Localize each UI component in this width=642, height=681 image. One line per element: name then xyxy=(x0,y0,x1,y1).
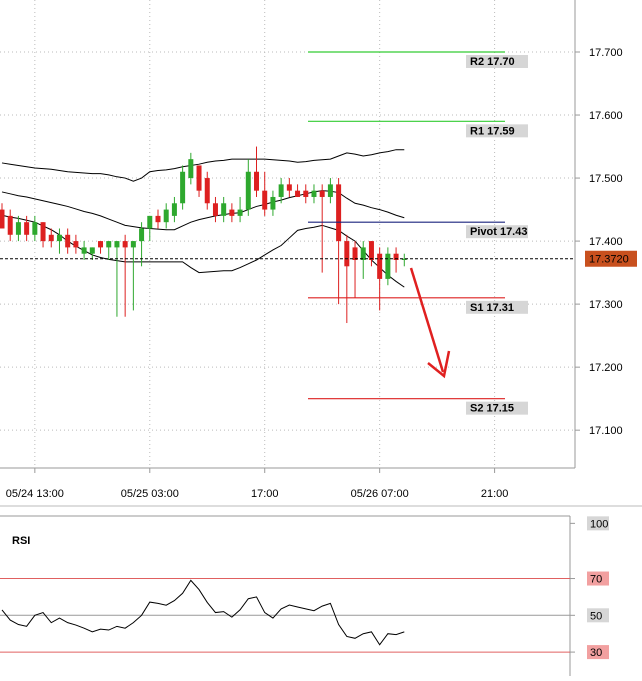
x-tick-label: 05/26 07:00 xyxy=(351,488,409,500)
y-tick-label: 17.600 xyxy=(589,110,623,122)
candle-body xyxy=(188,159,194,179)
candle-body xyxy=(368,241,374,260)
y-tick-label: 17.500 xyxy=(589,173,623,185)
tick-label-box xyxy=(587,516,609,531)
candle-body xyxy=(254,171,260,191)
candle-body xyxy=(237,209,243,216)
y-tick-label: 30 xyxy=(590,647,602,659)
band-line xyxy=(1,149,405,182)
candle-body xyxy=(65,234,71,248)
pivot-label-box xyxy=(466,124,528,138)
candle-body xyxy=(401,258,407,260)
candle-body xyxy=(270,196,276,210)
candle-body xyxy=(24,222,30,235)
candle-body xyxy=(204,178,210,204)
candle-body xyxy=(393,253,399,260)
pivot-label: S1 17.31 xyxy=(470,302,514,314)
tick-label-box xyxy=(587,645,609,660)
pivot-label-box xyxy=(466,55,528,68)
candle-body xyxy=(155,215,161,223)
candle-body xyxy=(278,184,284,197)
candle-body xyxy=(262,190,268,210)
candle-body xyxy=(180,171,186,204)
y-tick-label: 50 xyxy=(590,610,602,622)
candle-body xyxy=(15,222,21,235)
pivot-label-box xyxy=(466,300,528,314)
pivot-label: Pivot 17.43 xyxy=(470,226,527,238)
candle-body xyxy=(319,190,325,197)
tick-label-box xyxy=(587,608,609,623)
candle-body xyxy=(73,241,79,248)
pivot-label-box xyxy=(466,225,528,239)
candle-body xyxy=(295,190,301,197)
last-price-label: 17.3720 xyxy=(589,254,629,266)
candle-body xyxy=(89,247,95,254)
candle-body xyxy=(48,234,54,242)
y-tick-label: 17.200 xyxy=(589,362,623,374)
candle-body xyxy=(171,203,177,216)
candle-body xyxy=(122,241,128,248)
candle-body xyxy=(377,253,383,279)
forecast-arrow xyxy=(409,267,451,379)
candle-body xyxy=(221,203,227,216)
candle-body xyxy=(286,184,292,191)
candle-body xyxy=(130,241,136,248)
y-tick-label: 17.700 xyxy=(589,47,623,59)
tick-label-box xyxy=(587,571,609,586)
x-tick-label: 05/24 13:00 xyxy=(6,488,64,500)
candle-body xyxy=(344,241,350,267)
candle-body xyxy=(163,209,169,223)
x-tick-label: 21:00 xyxy=(481,488,509,500)
candle-body xyxy=(147,215,153,229)
candle-body xyxy=(245,171,251,210)
pivot-label: S2 17.15 xyxy=(470,403,514,415)
y-tick-label: 17.400 xyxy=(589,236,623,248)
candle-body xyxy=(303,190,309,197)
pivot-label: R2 17.70 xyxy=(470,56,515,68)
x-tick-label: 05/25 03:00 xyxy=(121,488,179,500)
candle-body xyxy=(360,247,366,260)
candle-body xyxy=(352,247,358,260)
candle-body xyxy=(114,241,120,248)
y-tick-label: 17.100 xyxy=(589,425,623,437)
x-tick-label: 17:00 xyxy=(251,488,279,500)
pivot-label: R1 17.59 xyxy=(470,125,515,137)
y-tick-label: 17.300 xyxy=(589,299,623,311)
candle-body xyxy=(212,203,218,216)
candle-body xyxy=(106,241,112,248)
candle-body xyxy=(336,184,342,242)
candle-body xyxy=(56,234,62,242)
candle-body xyxy=(311,190,317,197)
y-tick-label: 100 xyxy=(590,518,608,530)
y-tick-label: 70 xyxy=(590,574,602,586)
candle-body xyxy=(0,209,5,229)
candle-body xyxy=(327,184,333,197)
candle-body xyxy=(98,241,104,248)
pivot-label-box xyxy=(466,401,528,415)
candle-body xyxy=(81,247,87,254)
candle-body xyxy=(385,253,391,279)
arrow-head xyxy=(427,350,451,379)
candle-body xyxy=(40,222,46,242)
candle-body xyxy=(229,209,235,216)
rsi-title: RSI xyxy=(12,535,30,547)
candle-body xyxy=(7,215,13,235)
rsi-line xyxy=(1,579,405,646)
last-price-box xyxy=(585,250,637,267)
candle-body xyxy=(196,165,202,191)
candle-body xyxy=(32,222,38,235)
arrow-shaft xyxy=(409,267,445,373)
candle-body xyxy=(139,228,145,242)
